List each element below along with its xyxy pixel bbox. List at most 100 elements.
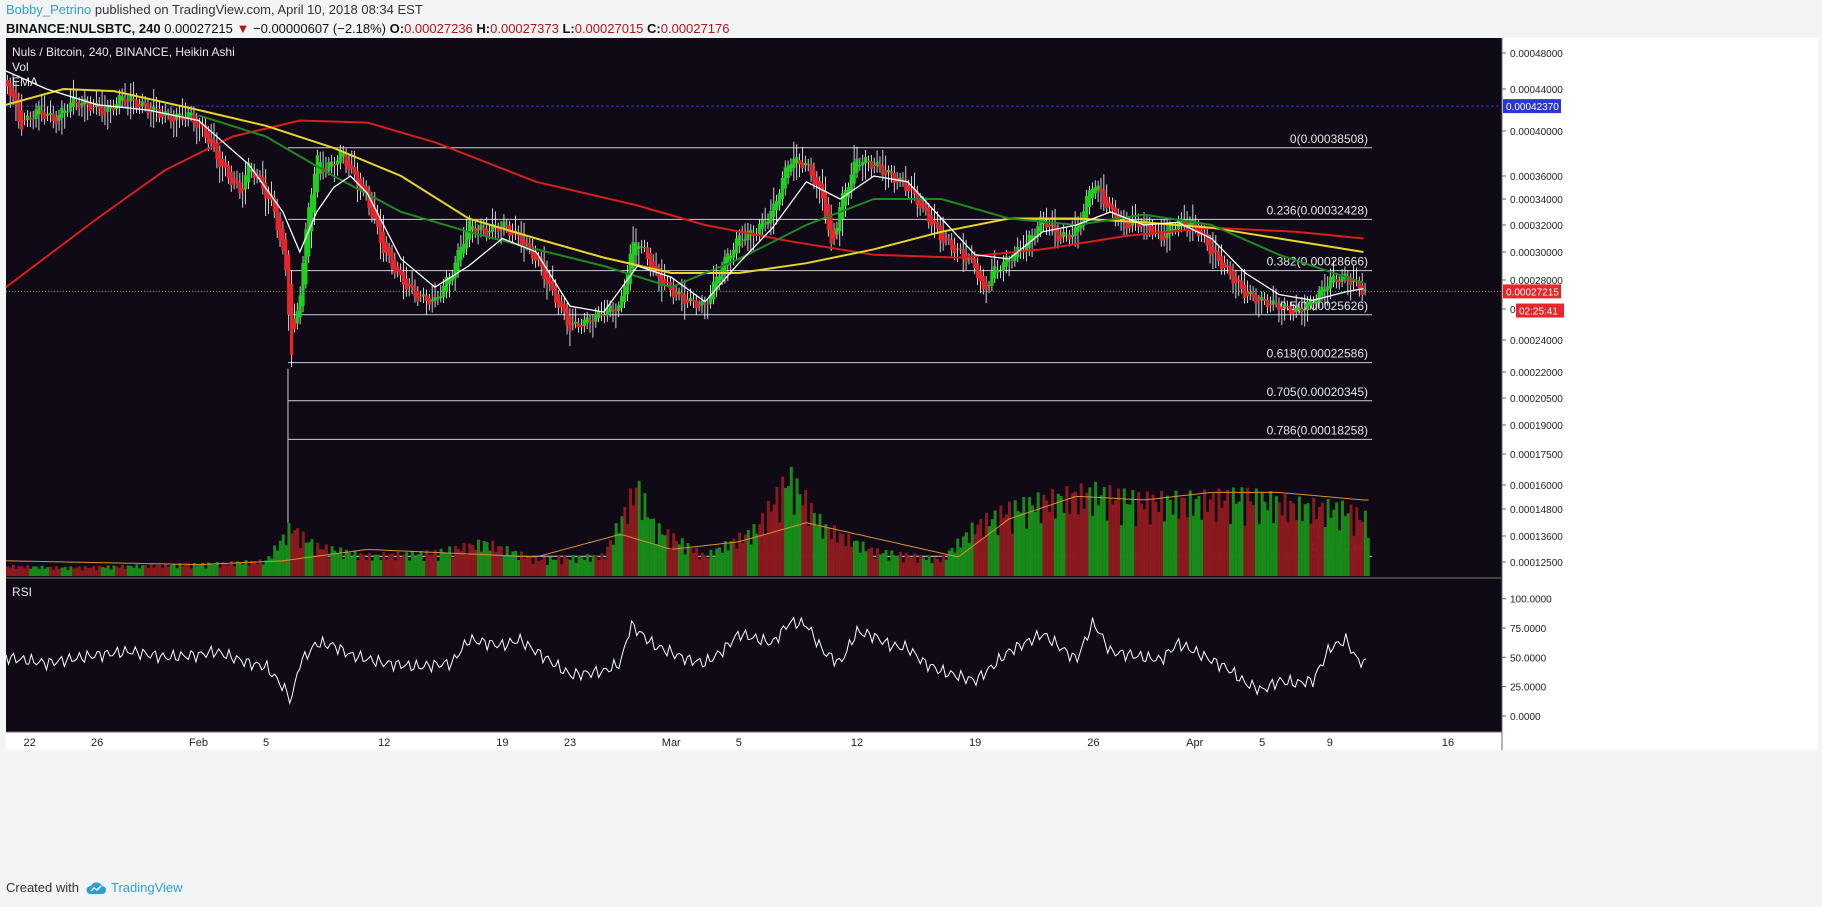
low-value: 0.00027015 [574, 21, 644, 36]
volume-bar [1228, 523, 1232, 576]
volume-bar [462, 543, 466, 576]
candle-body [172, 117, 176, 122]
price-tick-label: 0.00028000 [1510, 276, 1563, 287]
candle-body [881, 165, 885, 176]
volume-bar [502, 555, 506, 576]
candle-body [1050, 224, 1054, 226]
volume-bar [1211, 492, 1215, 576]
volume-bar [46, 567, 50, 576]
volume-bar [947, 550, 951, 576]
volume-bar [1117, 488, 1121, 576]
volume-bar [321, 549, 325, 576]
volume-bar [1062, 513, 1066, 576]
main-pane[interactable] [6, 38, 1502, 577]
rsi-label: RSI [12, 585, 32, 599]
candle-body [31, 118, 35, 120]
volume-bar [121, 564, 125, 576]
volume-bar [1286, 522, 1290, 576]
rsi-pane[interactable] [6, 579, 1502, 732]
candle-body [760, 220, 764, 230]
candle-body [74, 101, 78, 103]
volume-bar [419, 551, 423, 576]
volume-bar [640, 520, 644, 576]
volume-bar [227, 564, 231, 576]
volume-bar [878, 554, 882, 576]
candle-body [829, 216, 833, 244]
candle-body [1027, 234, 1031, 248]
volume-bar [304, 542, 308, 576]
candle-body [1248, 292, 1252, 294]
candle-body [1237, 279, 1241, 282]
candle-body [378, 220, 383, 244]
volume-bar [1022, 496, 1026, 576]
candle-body [462, 243, 466, 254]
volume-bar [1295, 520, 1299, 576]
volume-bar [677, 544, 681, 576]
volume-bar [801, 505, 805, 576]
volume-bar [976, 524, 980, 576]
volume-bar [215, 561, 219, 576]
candle-body [381, 231, 385, 254]
candle-body [599, 314, 604, 316]
volume-bar [123, 568, 127, 576]
candle-body [987, 285, 991, 287]
candle-body [86, 101, 90, 105]
volume-bar [738, 532, 742, 576]
volume-bar [37, 569, 41, 576]
price-label-box [1503, 284, 1561, 299]
candle-body [542, 262, 546, 280]
volume-bar [672, 533, 676, 576]
candle-body [568, 316, 572, 332]
price-axis[interactable] [1502, 38, 1818, 750]
volume-bar [204, 568, 208, 576]
volume-bar [244, 560, 248, 576]
candle-body [576, 322, 581, 328]
candle-body [424, 295, 429, 302]
volume-bar [258, 559, 262, 576]
candle-body [1331, 275, 1336, 283]
volume-bar [631, 505, 635, 576]
candle-body [1340, 275, 1344, 282]
volume-bar [1355, 507, 1359, 576]
volume-bar [1065, 485, 1069, 576]
time-axis[interactable] [6, 732, 1502, 750]
volume-bar [456, 548, 460, 576]
volume-bar [187, 563, 191, 576]
author-link[interactable]: Bobby_Petrino [6, 2, 92, 17]
candle-body [927, 207, 931, 223]
candle-body [645, 247, 650, 259]
volume-bar [224, 563, 228, 576]
volume-bar [1145, 491, 1149, 576]
candle-body [594, 314, 598, 322]
volume-bar [149, 564, 153, 576]
volume-bar [818, 513, 822, 576]
candle-body [1093, 187, 1097, 194]
volume-bar [712, 557, 716, 576]
candle-body [803, 162, 807, 166]
candle-body [1119, 216, 1123, 218]
candle-body [134, 99, 139, 109]
volume-bar [1111, 504, 1115, 576]
volume-bar [364, 559, 368, 576]
volume-bar [425, 550, 429, 576]
volume-bar [126, 565, 130, 576]
volume-bar [1088, 487, 1092, 576]
volume-bar [448, 546, 452, 576]
volume-bar [939, 562, 943, 576]
price-label-text: 02:25:41 [1519, 307, 1558, 318]
indicator-label: Vol [12, 60, 29, 74]
candle-body [1139, 224, 1143, 227]
candle-body [37, 105, 41, 115]
volume-bar [1171, 514, 1175, 576]
volume-bar [967, 543, 971, 576]
candle-body [835, 227, 839, 235]
volume-bar [746, 529, 750, 576]
tradingview-link[interactable]: TradingView [85, 880, 183, 895]
candle-body [691, 299, 695, 302]
volume-bar [847, 533, 851, 576]
candle-body [117, 94, 121, 107]
candle-body [1130, 220, 1135, 226]
candle-body [1317, 290, 1321, 303]
volume-bar [310, 539, 314, 576]
